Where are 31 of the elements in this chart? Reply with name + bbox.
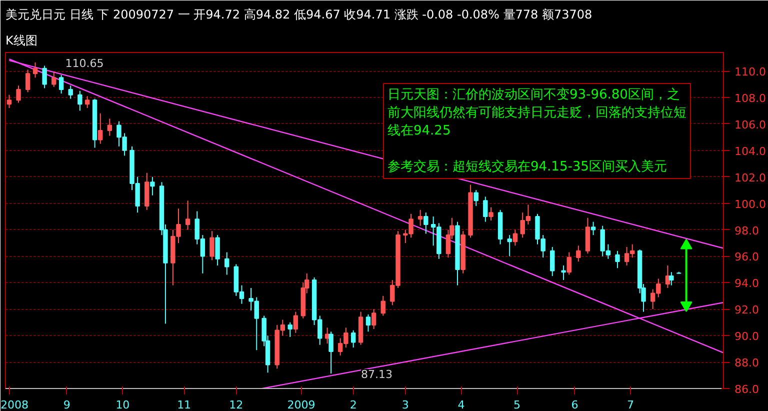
annotation: 日元天图：汇价的波动区间不变93-96.80区间，之前大阳线仍然有可能支持日元走贬，回落的支持位短线在94.25	[388, 88, 686, 138]
x-tick-label: 11	[177, 398, 192, 411]
annotation: 87.13	[361, 368, 393, 382]
y-tick-label: 106.0	[734, 118, 766, 132]
y-tick-label: 90.0	[734, 330, 759, 344]
x-tick-label: 9	[63, 398, 70, 411]
y-tick-label: 108.0	[734, 92, 766, 105]
y-tick-label: 88.0	[734, 356, 759, 370]
x-tick-label: 2	[350, 398, 357, 411]
x-tick-label: 2009	[287, 398, 316, 411]
y-tick-label: 104.0	[734, 144, 766, 158]
x-tick-label: 12	[229, 398, 244, 411]
y-tick-label: 100.0	[734, 198, 766, 211]
y-tick-label: 94.0	[734, 277, 759, 290]
annotation: 参考交易：超短线交易在94.15-35区间买入美元	[388, 158, 667, 174]
y-tick-label: 110.0	[734, 66, 766, 79]
x-tick-label: 6	[571, 398, 578, 411]
y-tick-label: 92.0	[734, 304, 759, 317]
y-tick-label: 86.0	[734, 383, 759, 396]
x-tick-label: 10	[116, 398, 130, 411]
y-tick-label: 96.0	[734, 250, 759, 264]
x-tick-label: 4	[458, 398, 465, 411]
y-tick-label: 98.0	[734, 224, 759, 238]
x-tick-label: 5	[514, 398, 521, 411]
chart-title: 美元兑日元 日线 下 20090727 一 开94.72 高94.82 低94.67 收94.71 涨跌 -0.08 -0.08% 量778 额73708	[6, 8, 592, 22]
annotation: 110.65	[65, 56, 104, 70]
y-tick-label: 102.0	[734, 171, 766, 184]
x-tick-label: 7	[626, 398, 634, 411]
x-tick-label: 2008	[0, 398, 28, 411]
chart-subtitle: K线图	[6, 34, 38, 48]
x-tick-label: 3	[402, 398, 409, 411]
